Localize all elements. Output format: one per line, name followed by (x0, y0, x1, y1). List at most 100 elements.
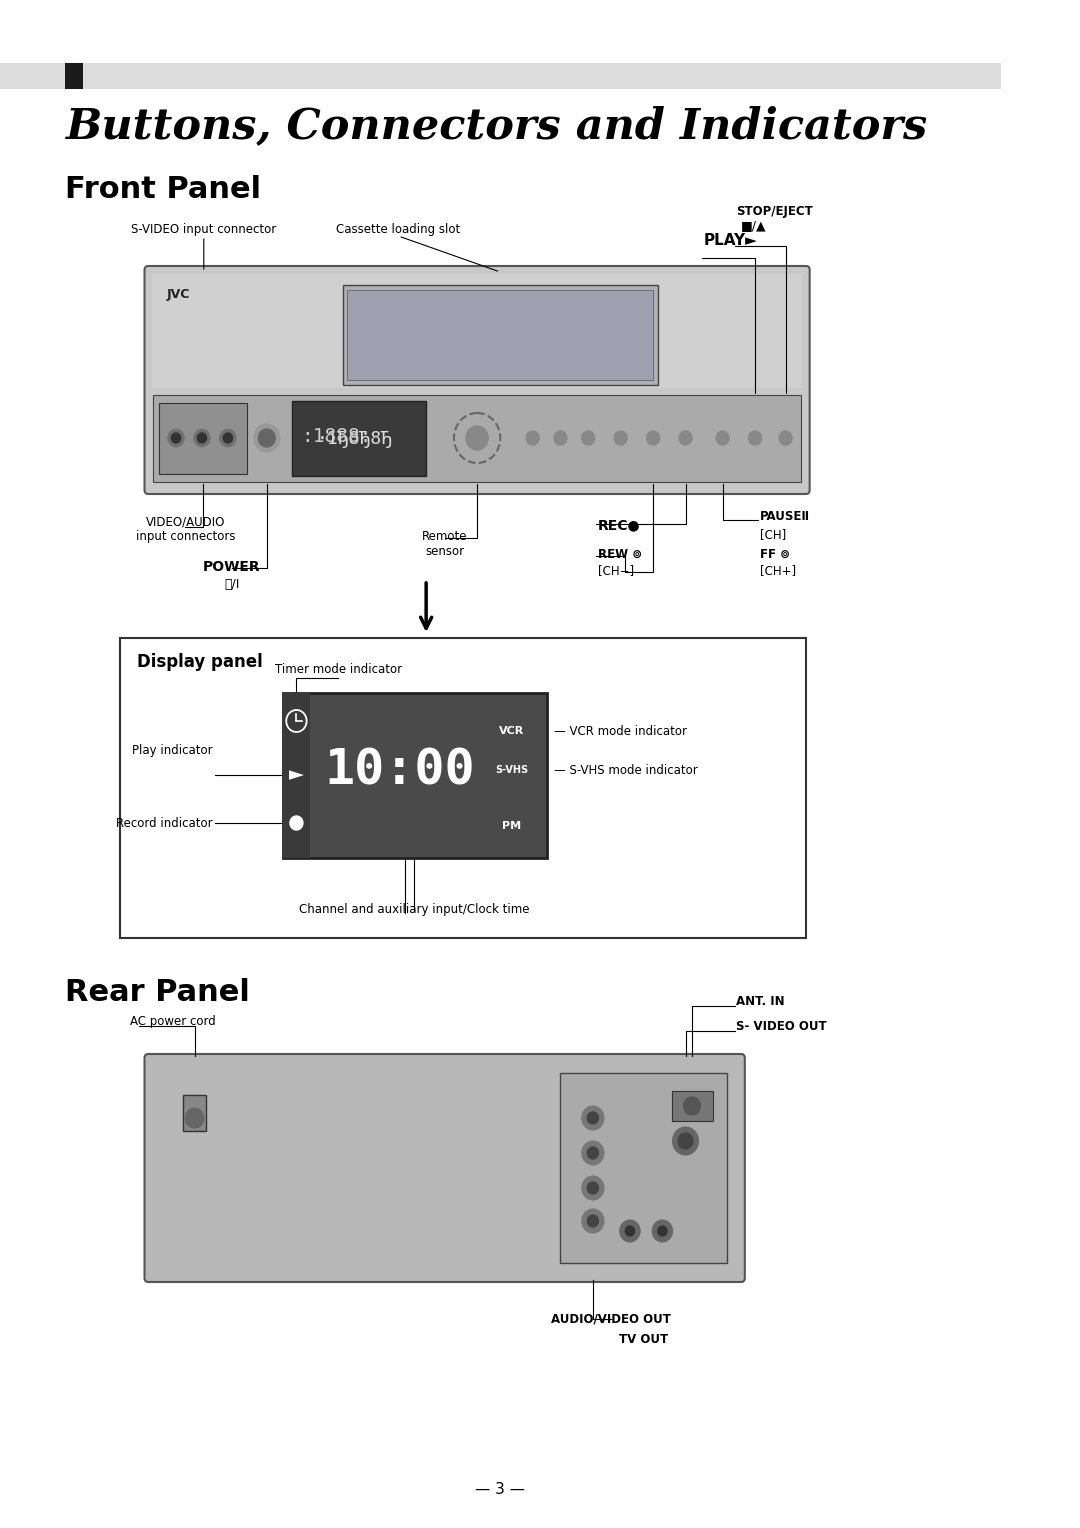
Text: STOP/EJECT: STOP/EJECT (737, 205, 813, 219)
Text: VIDEO/AUDIO
input connectors: VIDEO/AUDIO input connectors (135, 515, 235, 542)
Text: AC power cord: AC power cord (130, 1015, 215, 1028)
Circle shape (748, 431, 761, 445)
Text: Cassette loading slot: Cassette loading slot (336, 223, 460, 235)
Text: [CH−]: [CH−] (597, 564, 634, 578)
Bar (292, 400, 427, 477)
Circle shape (674, 425, 698, 451)
Circle shape (582, 1177, 604, 1199)
Circle shape (224, 432, 232, 443)
Circle shape (658, 1225, 667, 1236)
Circle shape (779, 431, 792, 445)
Bar (184, 1096, 205, 1131)
Circle shape (588, 1215, 598, 1227)
Bar (348, 290, 653, 380)
Bar (160, 403, 247, 474)
Text: REW ⊚: REW ⊚ (597, 549, 642, 561)
FancyBboxPatch shape (145, 266, 810, 494)
Text: REC●: REC● (597, 518, 640, 532)
Circle shape (716, 431, 729, 445)
Circle shape (521, 425, 544, 451)
Text: Channel and auxiliary input/Clock time: Channel and auxiliary input/Clock time (299, 903, 529, 915)
Text: Play indicator: Play indicator (133, 744, 213, 756)
Circle shape (167, 429, 185, 448)
Circle shape (647, 431, 660, 445)
Text: AUDIO/VIDEO OUT: AUDIO/VIDEO OUT (552, 1313, 672, 1326)
Circle shape (588, 1148, 598, 1160)
Text: POWER: POWER (203, 559, 260, 575)
Bar (153, 396, 801, 481)
Text: ►: ► (289, 766, 303, 784)
Bar (152, 274, 802, 388)
Circle shape (172, 432, 180, 443)
Circle shape (615, 431, 627, 445)
Circle shape (743, 425, 767, 451)
Bar (283, 694, 546, 859)
Circle shape (554, 431, 567, 445)
Bar (65, 63, 83, 89)
Circle shape (219, 429, 237, 448)
Text: [CH]: [CH] (759, 529, 786, 541)
Circle shape (582, 1106, 604, 1131)
Circle shape (549, 425, 572, 451)
Text: — VCR mode indicator: — VCR mode indicator (554, 724, 687, 738)
Circle shape (193, 429, 211, 448)
Circle shape (582, 1141, 604, 1164)
Text: JVC: JVC (166, 287, 190, 301)
Text: Record indicator: Record indicator (117, 816, 213, 830)
Circle shape (684, 1097, 700, 1115)
Circle shape (582, 1209, 604, 1233)
Circle shape (526, 431, 539, 445)
Text: ·1Ђ8Ђ8Ђ: ·1Ђ8Ђ8Ђ (316, 429, 392, 448)
Circle shape (711, 425, 734, 451)
Text: Display panel: Display panel (137, 652, 262, 671)
Text: S-VIDEO input connector: S-VIDEO input connector (131, 223, 276, 235)
Circle shape (258, 429, 275, 448)
Circle shape (588, 1183, 598, 1193)
Text: Buttons, Connectors and Indicators: Buttons, Connectors and Indicators (65, 105, 927, 147)
Circle shape (642, 425, 665, 451)
Circle shape (588, 1112, 598, 1125)
Circle shape (289, 816, 302, 830)
Circle shape (186, 1108, 204, 1128)
Text: Rear Panel: Rear Panel (65, 978, 249, 1007)
Text: Remote
sensor: Remote sensor (422, 530, 468, 558)
Circle shape (582, 431, 595, 445)
Bar (283, 694, 310, 859)
Bar (121, 639, 806, 938)
Text: ■/▲: ■/▲ (741, 219, 767, 232)
Circle shape (673, 1128, 699, 1155)
FancyBboxPatch shape (145, 1054, 745, 1282)
Text: Timer mode indicator: Timer mode indicator (274, 663, 402, 675)
Text: Front Panel: Front Panel (65, 176, 261, 205)
Circle shape (198, 432, 206, 443)
Text: PLAY►: PLAY► (704, 232, 758, 248)
Text: TV OUT: TV OUT (619, 1332, 669, 1346)
Bar (672, 1091, 713, 1122)
Circle shape (773, 425, 798, 451)
Circle shape (678, 1132, 693, 1149)
Circle shape (577, 425, 600, 451)
Text: :1888:: :1888: (301, 426, 372, 446)
Bar (561, 1073, 727, 1264)
Circle shape (652, 1219, 673, 1242)
Circle shape (620, 1219, 640, 1242)
Bar (342, 286, 658, 385)
Text: [CH+]: [CH+] (759, 564, 796, 578)
Circle shape (609, 425, 633, 451)
Text: — 3 —: — 3 — (475, 1482, 525, 1497)
Text: VCR: VCR (499, 726, 524, 736)
Text: PM: PM (502, 821, 521, 831)
Circle shape (679, 431, 692, 445)
Text: FF ⊚: FF ⊚ (759, 549, 789, 561)
Text: ANT. IN: ANT. IN (737, 995, 785, 1008)
Circle shape (465, 426, 488, 451)
Text: — S-VHS mode indicator: — S-VHS mode indicator (554, 764, 698, 776)
Text: S-VHS: S-VHS (495, 766, 528, 775)
Circle shape (625, 1225, 635, 1236)
Text: ⏻/I: ⏻/I (224, 578, 240, 591)
Circle shape (254, 423, 280, 452)
Bar (0, 63, 1000, 89)
Text: S- VIDEO OUT: S- VIDEO OUT (737, 1021, 827, 1033)
Text: 10:00: 10:00 (324, 746, 475, 795)
Text: PAUSEⅡ: PAUSEⅡ (759, 510, 810, 523)
